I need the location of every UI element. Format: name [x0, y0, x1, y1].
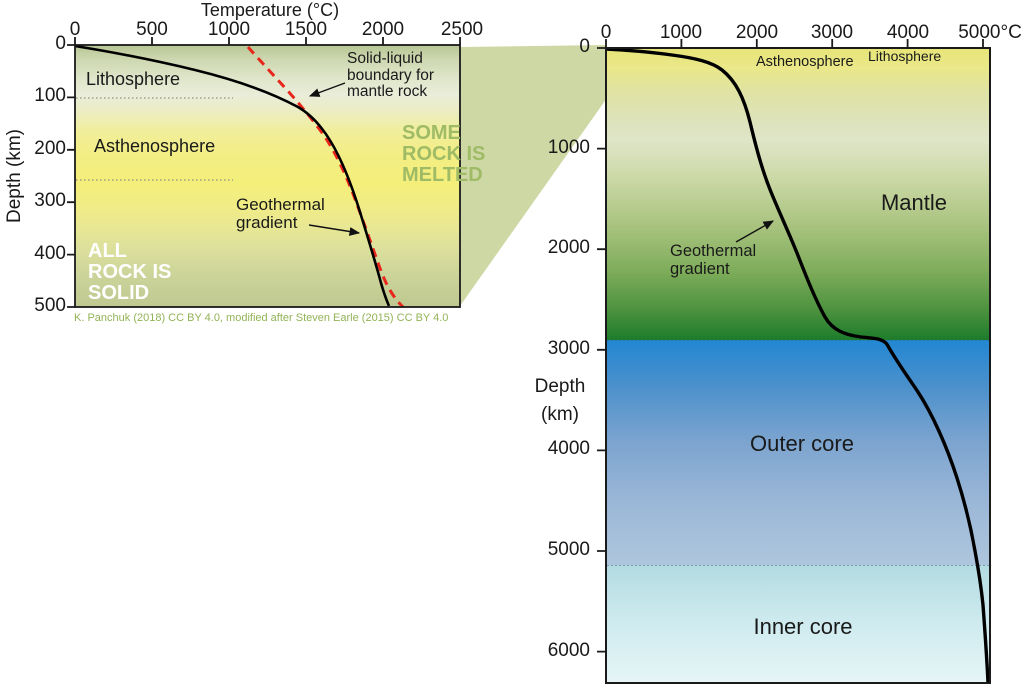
asthenosphere-label-left: Asthenosphere — [94, 136, 216, 156]
right-y-tick-3000: 3000 — [547, 338, 590, 359]
right-x-tick-0: 0 — [600, 22, 612, 43]
solid-liquid-boundary-label: Solid-liquid boundary for mantle rock — [347, 50, 435, 101]
inner-core-label: Inner core — [753, 614, 853, 639]
asthenosphere-label-right: Asthenosphere — [756, 54, 854, 70]
solidus-annotation-arrow — [308, 82, 346, 97]
right-x-tick-1000: 1000 — [659, 22, 703, 43]
outer-core-label: Outer core — [750, 431, 854, 456]
left-plot-area — [75, 45, 460, 307]
some-rock-is-melted-label: SOME ROCK IS MELTED — [402, 122, 486, 186]
geothermal-gradient-label-left: Geothermal gradient — [236, 195, 325, 233]
lithosphere-label-right: Lithosphere — [868, 48, 942, 64]
right-y-tick-1000: 1000 — [547, 137, 590, 158]
left-y-tick-300: 300 — [34, 190, 66, 211]
right-geothermal-annotation-arrow — [735, 220, 774, 243]
right-y-tick-4000: 4000 — [547, 438, 590, 459]
zoom-connector-shape — [460, 45, 607, 306]
left-x-tick-2500: 2500 — [440, 19, 484, 40]
left-x-tick-1000: 1000 — [207, 19, 251, 40]
right-x-tick-5000c: 5000°C — [958, 22, 1022, 43]
right-y-axis-label: Depth (km) — [534, 376, 586, 425]
left-x-tick-1500: 1500 — [284, 19, 328, 40]
left-y-axis-label: Depth (km) — [4, 129, 25, 223]
left-y-tick-200: 200 — [34, 138, 66, 159]
right-y-tick-0: 0 — [579, 36, 590, 57]
geothermal-curve-left — [74, 44, 391, 307]
right-plot-ticks — [597, 39, 984, 653]
all-rock-is-solid-label: ALL ROCK IS SOLID — [88, 240, 172, 304]
solidus-curve — [246, 46, 405, 309]
right-plot-border — [605, 47, 991, 684]
left-x-tick-500: 500 — [136, 19, 168, 40]
right-y-tick-6000: 6000 — [547, 640, 590, 661]
left-y-tick-500: 500 — [34, 295, 66, 316]
right-x-tick-3000: 3000 — [810, 22, 854, 43]
left-plot-border — [74, 44, 461, 308]
geothermal-gradient-label-right: Geothermal gradient — [670, 242, 757, 278]
right-plot-area — [606, 48, 990, 683]
geothermal-curve-right — [605, 47, 990, 684]
left-y-tick-100: 100 — [34, 85, 66, 106]
left-plot-ticks — [67, 37, 461, 308]
right-y-tick-2000: 2000 — [547, 237, 590, 258]
right-x-tick-2000: 2000 — [735, 22, 779, 43]
left-geothermal-annotation-arrow — [308, 224, 361, 236]
lithosphere-label-left: Lithosphere — [86, 69, 181, 89]
mantle-label: Mantle — [880, 190, 948, 215]
right-x-tick-4000: 4000 — [886, 22, 930, 43]
left-y-tick-400: 400 — [34, 243, 66, 264]
right-y-tick-5000: 5000 — [547, 539, 590, 560]
left-x-tick-0: 0 — [69, 19, 81, 40]
left-plot-title: Temperature (°C) — [200, 0, 340, 20]
left-x-tick-2000: 2000 — [361, 19, 405, 40]
left-y-tick-0: 0 — [55, 33, 66, 54]
attribution-text: K. Panchuk (2018) CC BY 4.0, modified af… — [74, 312, 449, 324]
